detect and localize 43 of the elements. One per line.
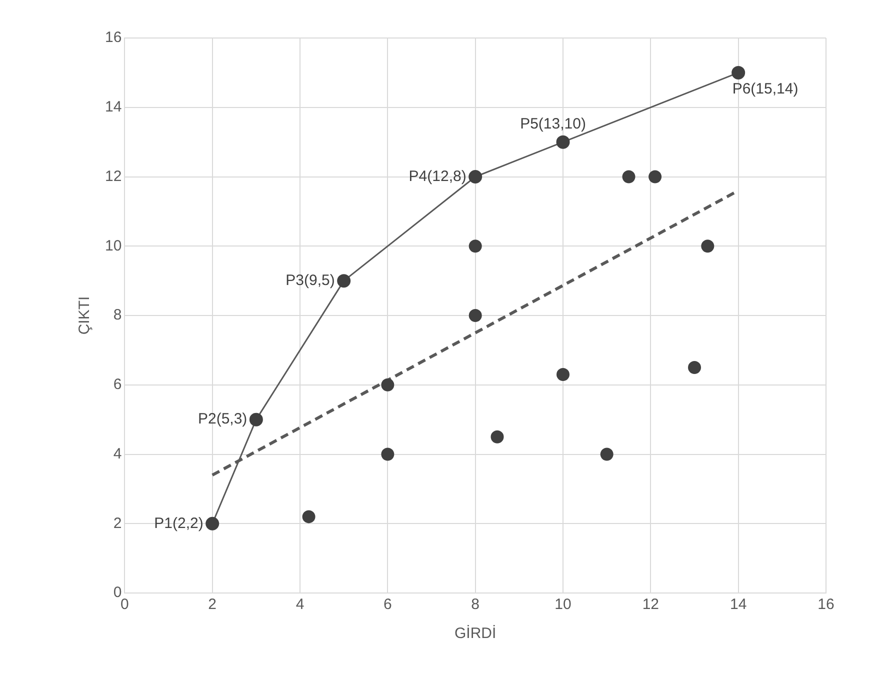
point [556, 135, 570, 149]
point [468, 170, 482, 184]
point [468, 309, 482, 322]
y-tick-label: 8 [113, 306, 122, 324]
annotation: P3(9,5) [286, 272, 335, 289]
y-axis-title: ÇIKTI [76, 296, 94, 335]
annotation: P5(13,10) [520, 116, 586, 133]
point [337, 274, 351, 288]
point [468, 240, 482, 253]
point [381, 448, 394, 461]
y-tick-label: 16 [104, 29, 122, 46]
annotation: P4(12,8) [408, 168, 466, 185]
point [600, 448, 614, 461]
point [206, 516, 220, 530]
point [622, 170, 636, 184]
point [556, 368, 570, 381]
x-tick-label: 2 [208, 596, 217, 614]
y-tick-label: 12 [104, 168, 122, 185]
x-axis-title: GİRDİ [454, 624, 496, 642]
y-tick-label: 6 [113, 376, 122, 394]
x-tick-label: 12 [642, 596, 660, 614]
y-tick-label: 10 [104, 237, 122, 254]
x-tick-label: 10 [554, 596, 572, 614]
annotation: P2(5,3) [198, 410, 248, 428]
point [302, 510, 316, 524]
y-tick-label: 14 [104, 98, 122, 116]
point [701, 240, 714, 253]
x-tick-label: 4 [296, 596, 304, 614]
point [249, 412, 263, 426]
point [381, 378, 394, 392]
annotation: P1(2,2) [154, 514, 204, 532]
x-tick-label: 14 [730, 596, 747, 614]
y-tick-label: 4 [113, 445, 122, 462]
point [688, 361, 702, 374]
x-tick-label: 8 [471, 596, 480, 614]
point [732, 66, 746, 80]
y-tick-label: 0 [113, 584, 122, 602]
annotation: P6(15,14) [732, 80, 798, 98]
y-tick-label: 2 [113, 514, 122, 532]
point [648, 170, 662, 184]
x-tick-label: 16 [818, 596, 834, 614]
point [490, 430, 504, 444]
x-tick-label: 6 [384, 596, 392, 614]
